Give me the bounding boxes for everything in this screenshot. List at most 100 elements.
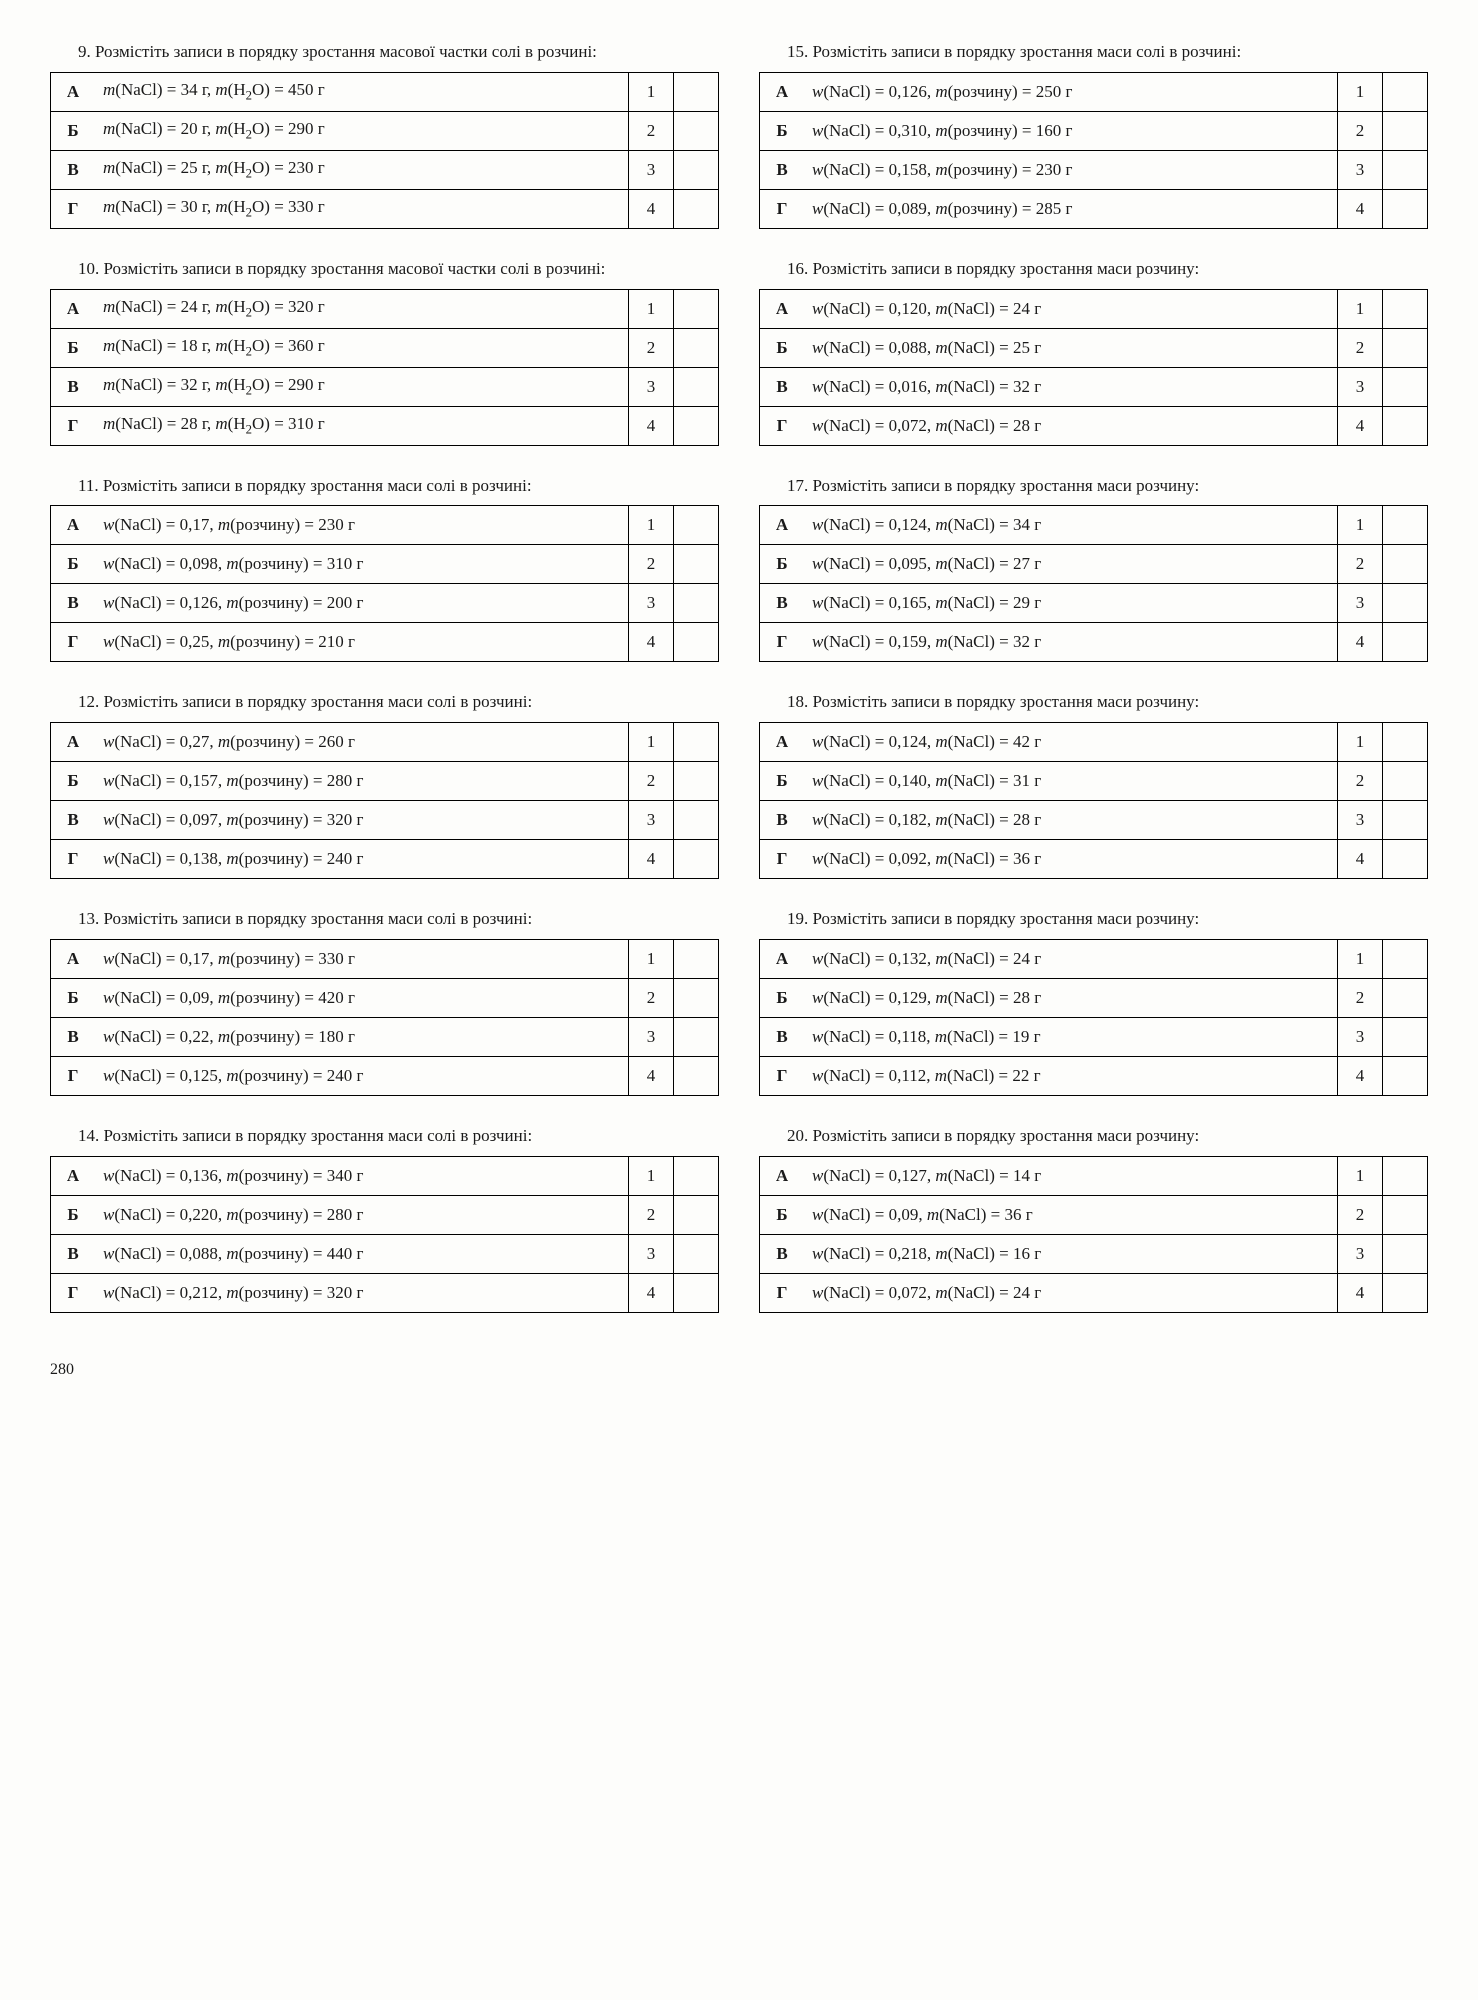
answer-blank[interactable] [1383, 545, 1428, 584]
option-number: 2 [629, 978, 674, 1017]
option-number: 4 [629, 189, 674, 228]
option-content: w(NaCl) = 0,220, m(розчину) = 280 г [95, 1195, 629, 1234]
answer-blank[interactable] [1383, 1273, 1428, 1312]
answer-blank[interactable] [1383, 367, 1428, 406]
table-row: Вw(NaCl) = 0,22, m(розчину) = 180 г3 [51, 1017, 719, 1056]
option-content: m(NaCl) = 24 г, m(H2O) = 320 г [95, 289, 629, 328]
option-number: 1 [1338, 723, 1383, 762]
answer-blank[interactable] [1383, 762, 1428, 801]
table-row: Вw(NaCl) = 0,165, m(NaCl) = 29 г3 [760, 584, 1428, 623]
answer-blank[interactable] [674, 840, 719, 879]
answer-blank[interactable] [674, 189, 719, 228]
answer-blank[interactable] [1383, 1195, 1428, 1234]
right-column: 15. Розмістіть записи в порядку зростанн… [759, 40, 1428, 1341]
answer-blank[interactable] [1383, 623, 1428, 662]
option-content: w(NaCl) = 0,310, m(розчину) = 160 г [804, 111, 1338, 150]
option-content: w(NaCl) = 0,138, m(розчину) = 240 г [95, 840, 629, 879]
answer-blank[interactable] [1383, 939, 1428, 978]
option-content: w(NaCl) = 0,158, m(розчину) = 230 г [804, 150, 1338, 189]
table-row: Вm(NaCl) = 32 г, m(H2O) = 290 г3 [51, 367, 719, 406]
option-content: m(NaCl) = 25 г, m(H2O) = 230 г [95, 150, 629, 189]
option-number: 1 [629, 1156, 674, 1195]
table-row: Аw(NaCl) = 0,120, m(NaCl) = 24 г1 [760, 289, 1428, 328]
answer-blank[interactable] [1383, 189, 1428, 228]
question-block: 14. Розмістіть записи в порядку зростанн… [50, 1124, 719, 1313]
option-number: 1 [629, 289, 674, 328]
answer-blank[interactable] [674, 545, 719, 584]
question-block: 11. Розмістіть записи в порядку зростанн… [50, 474, 719, 663]
question-prompt: 19. Розмістіть записи в порядку зростанн… [759, 907, 1428, 931]
option-letter: В [51, 584, 96, 623]
table-row: Аw(NaCl) = 0,124, m(NaCl) = 42 г1 [760, 723, 1428, 762]
table-row: Гw(NaCl) = 0,212, m(розчину) = 320 г4 [51, 1273, 719, 1312]
option-letter: Б [51, 545, 96, 584]
answer-blank[interactable] [1383, 289, 1428, 328]
table-row: Аw(NaCl) = 0,17, m(розчину) = 330 г1 [51, 939, 719, 978]
answer-blank[interactable] [674, 111, 719, 150]
answer-blank[interactable] [674, 623, 719, 662]
answer-blank[interactable] [1383, 584, 1428, 623]
answer-blank[interactable] [674, 328, 719, 367]
answer-table: Аw(NaCl) = 0,124, m(NaCl) = 42 г1Бw(NaCl… [759, 722, 1428, 879]
answer-blank[interactable] [674, 584, 719, 623]
question-block: 17. Розмістіть записи в порядку зростанн… [759, 474, 1428, 663]
question-block: 13. Розмістіть записи в порядку зростанн… [50, 907, 719, 1096]
option-number: 2 [629, 762, 674, 801]
answer-blank[interactable] [1383, 723, 1428, 762]
option-number: 1 [1338, 939, 1383, 978]
answer-blank[interactable] [1383, 328, 1428, 367]
option-content: w(NaCl) = 0,129, m(NaCl) = 28 г [804, 978, 1338, 1017]
answer-blank[interactable] [674, 1056, 719, 1095]
option-content: w(NaCl) = 0,182, m(NaCl) = 28 г [804, 801, 1338, 840]
answer-blank[interactable] [1383, 150, 1428, 189]
option-number: 4 [629, 623, 674, 662]
option-number: 1 [629, 72, 674, 111]
answer-blank[interactable] [674, 762, 719, 801]
answer-blank[interactable] [1383, 1017, 1428, 1056]
option-content: w(NaCl) = 0,072, m(NaCl) = 24 г [804, 1273, 1338, 1312]
option-letter: Г [51, 406, 96, 445]
answer-blank[interactable] [674, 506, 719, 545]
option-content: w(NaCl) = 0,212, m(розчину) = 320 г [95, 1273, 629, 1312]
option-letter: В [51, 150, 96, 189]
table-row: Аw(NaCl) = 0,136, m(розчину) = 340 г1 [51, 1156, 719, 1195]
answer-blank[interactable] [674, 1156, 719, 1195]
option-letter: Г [51, 840, 96, 879]
answer-blank[interactable] [674, 406, 719, 445]
answer-blank[interactable] [674, 150, 719, 189]
answer-blank[interactable] [674, 939, 719, 978]
answer-blank[interactable] [674, 801, 719, 840]
answer-blank[interactable] [1383, 840, 1428, 879]
answer-table: Аm(NaCl) = 34 г, m(H2O) = 450 г1Бm(NaCl)… [50, 72, 719, 229]
answer-blank[interactable] [674, 72, 719, 111]
answer-blank[interactable] [674, 367, 719, 406]
answer-blank[interactable] [1383, 111, 1428, 150]
answer-blank[interactable] [1383, 978, 1428, 1017]
answer-blank[interactable] [1383, 801, 1428, 840]
answer-blank[interactable] [1383, 1234, 1428, 1273]
answer-blank[interactable] [1383, 1056, 1428, 1095]
answer-blank[interactable] [674, 1195, 719, 1234]
question-prompt: 16. Розмістіть записи в порядку зростанн… [759, 257, 1428, 281]
answer-blank[interactable] [1383, 1156, 1428, 1195]
table-row: Бw(NaCl) = 0,098, m(розчину) = 310 г2 [51, 545, 719, 584]
option-letter: Б [760, 1195, 805, 1234]
answer-blank[interactable] [674, 1273, 719, 1312]
option-letter: Б [760, 762, 805, 801]
answer-blank[interactable] [1383, 72, 1428, 111]
answer-blank[interactable] [674, 723, 719, 762]
answer-blank[interactable] [674, 1017, 719, 1056]
option-number: 4 [629, 406, 674, 445]
answer-blank[interactable] [674, 1234, 719, 1273]
option-letter: Б [51, 1195, 96, 1234]
option-content: w(NaCl) = 0,088, m(NaCl) = 25 г [804, 328, 1338, 367]
answer-blank[interactable] [1383, 506, 1428, 545]
option-number: 4 [1338, 189, 1383, 228]
option-number: 2 [629, 1195, 674, 1234]
option-letter: А [51, 506, 96, 545]
answer-blank[interactable] [674, 289, 719, 328]
answer-blank[interactable] [1383, 406, 1428, 445]
question-prompt: 9. Розмістіть записи в порядку зростання… [50, 40, 719, 64]
answer-blank[interactable] [674, 978, 719, 1017]
page-number: 280 [50, 1361, 1428, 1379]
